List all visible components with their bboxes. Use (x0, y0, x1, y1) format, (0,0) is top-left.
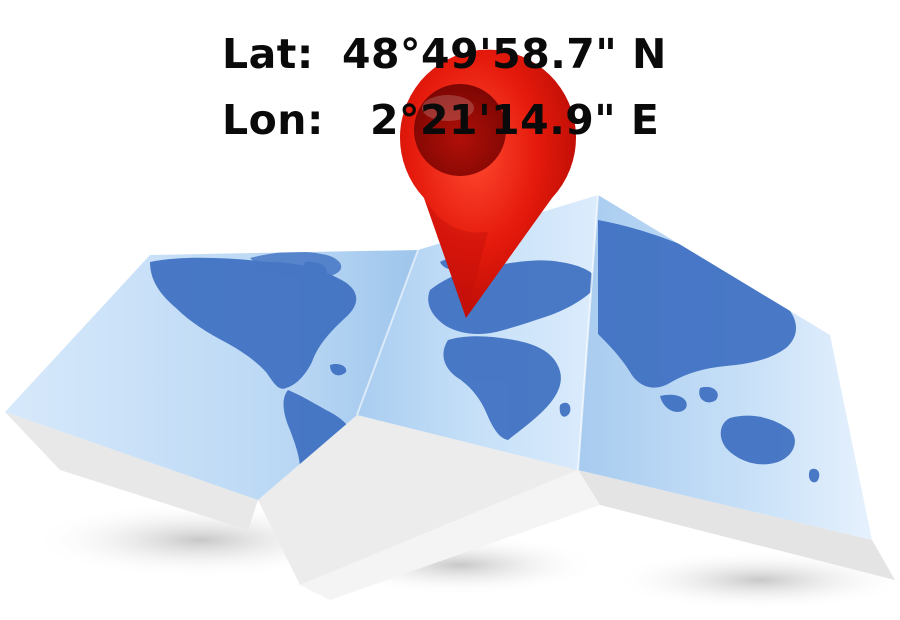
map-fold-lines (356, 194, 599, 471)
longitude-row: Lon: 2°21'14.9" E (222, 96, 659, 144)
map-paper-edge (5, 412, 895, 600)
latitude-value: 48°49'58.7" N (342, 30, 667, 78)
latitude-label: Lat: (222, 30, 314, 78)
continent-asia-australia (598, 220, 820, 483)
longitude-value: 2°21'14.9" E (370, 96, 660, 144)
longitude-label: Lon: (222, 96, 324, 144)
latitude-row: Lat: 48°49'58.7" N (222, 30, 666, 78)
map-pin-icon (400, 49, 577, 319)
